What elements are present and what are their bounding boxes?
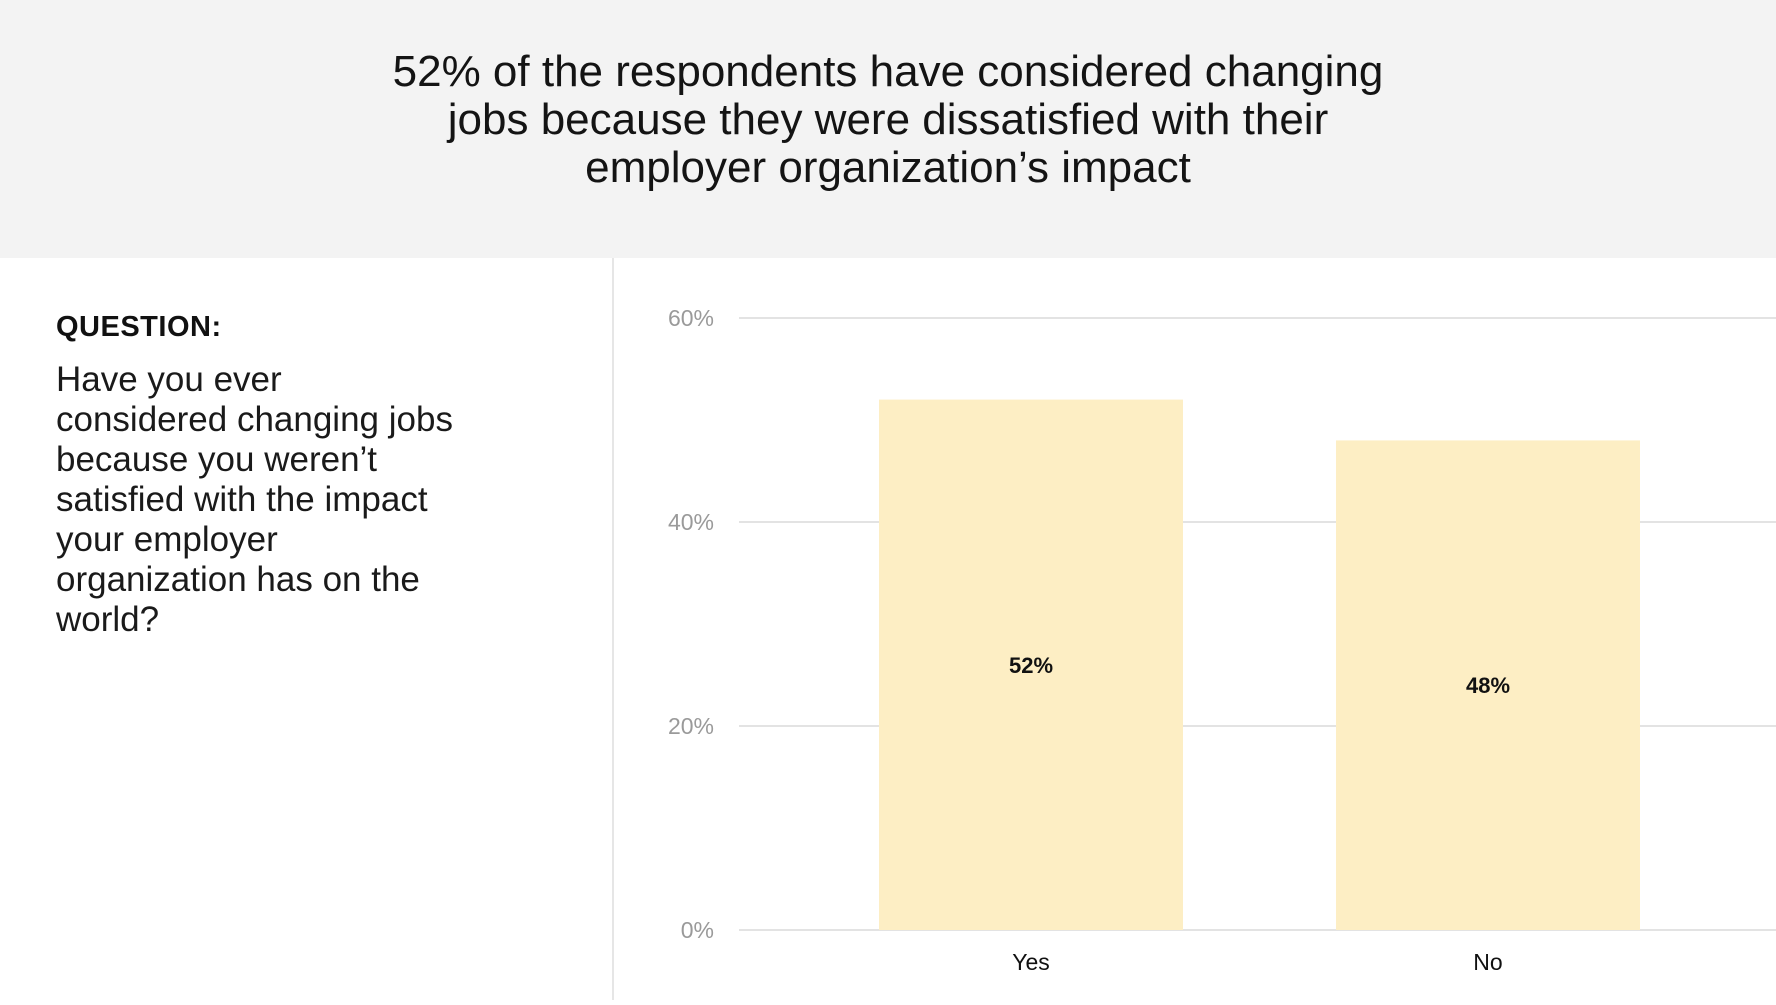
y-tick-label: 0% xyxy=(681,917,714,943)
bar xyxy=(879,399,1183,931)
y-tick-label: 20% xyxy=(668,713,714,739)
headline: 52% of the respondents have considered c… xyxy=(392,47,1384,192)
bar xyxy=(1336,440,1640,930)
bar-chart: 0% 20% 40% 60% 52% Yes 48% No xyxy=(668,305,1776,975)
panel-divider xyxy=(612,258,614,1000)
y-tick-label: 60% xyxy=(668,305,714,331)
chart-area: 0% 20% 40% 60% 52% Yes 48% No xyxy=(614,258,1776,1000)
question-text: Have you ever considered changing jobs b… xyxy=(56,360,453,639)
bar-data-label: 48% xyxy=(1466,673,1510,698)
question-panel: QUESTION: Have you ever considered chang… xyxy=(0,258,612,1000)
header-banner: 52% of the respondents have considered c… xyxy=(0,0,1776,258)
bar-data-label: 52% xyxy=(1009,653,1053,678)
y-tick-label: 40% xyxy=(668,509,714,535)
x-tick-label: No xyxy=(1473,949,1502,975)
x-tick-label: Yes xyxy=(1012,949,1050,975)
question-label: QUESTION: xyxy=(56,311,222,343)
